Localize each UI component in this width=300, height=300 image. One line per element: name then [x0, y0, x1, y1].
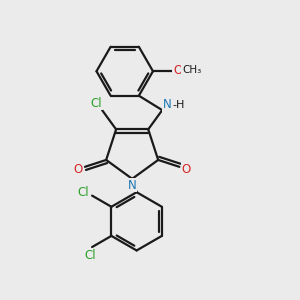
Text: O: O	[173, 64, 182, 77]
Text: N: N	[163, 98, 172, 111]
Text: O: O	[182, 163, 191, 176]
Text: Cl: Cl	[91, 97, 102, 110]
Text: H: H	[176, 100, 184, 110]
Text: O: O	[73, 163, 83, 176]
Text: Cl: Cl	[85, 249, 96, 262]
Text: CH₃: CH₃	[182, 65, 201, 75]
Text: -: -	[172, 100, 176, 110]
Text: Cl: Cl	[77, 186, 89, 199]
Text: N: N	[128, 179, 136, 192]
